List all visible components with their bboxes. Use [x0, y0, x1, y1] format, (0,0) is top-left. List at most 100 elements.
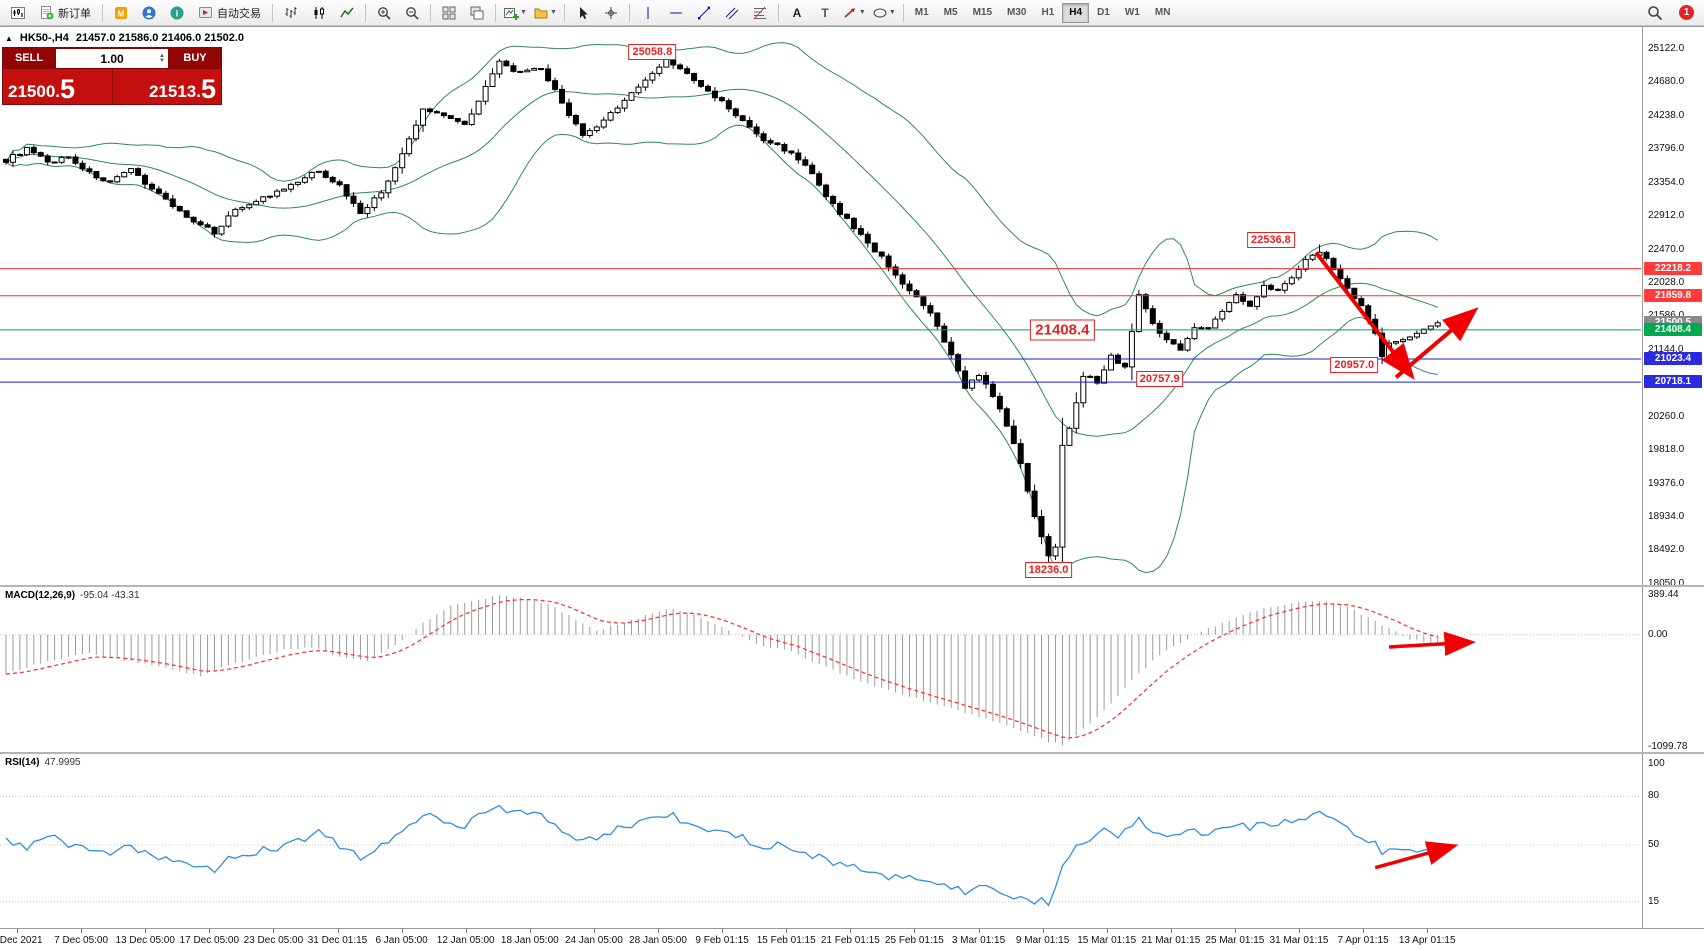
vertical-line-icon[interactable] [634, 1, 662, 25]
time-axis-tick [273, 929, 275, 933]
timeframe-h4[interactable]: H4 [1062, 2, 1090, 23]
time-axis-tick [1170, 929, 1172, 933]
text-tool-icon[interactable]: A [783, 1, 811, 25]
buy-button[interactable]: BUY [169, 48, 221, 69]
candlestick-chart-icon[interactable] [305, 1, 333, 25]
time-axis[interactable]: 1 Dec 2021 7 Dec 05:00 13 Dec 05:00 17 Dec … [0, 928, 1704, 950]
time-axis-tick [337, 929, 339, 933]
dropdown-caret-icon: ▼ [549, 9, 557, 16]
price-axis-tick: 22912.0 [1648, 210, 1685, 222]
panel-splitter[interactable] [0, 585, 1704, 587]
price-annotation[interactable]: 20757.9 [1135, 370, 1184, 387]
price-annotation[interactable]: 21408.4 [1030, 319, 1095, 341]
new-chart-icon[interactable]: ▼ [500, 1, 530, 25]
crosshair-icon[interactable] [597, 1, 625, 25]
trendline-icon[interactable] [690, 1, 718, 25]
toolbar-separator [628, 3, 630, 22]
price-level-tag: 21023.4 [1644, 351, 1702, 365]
price-axis-tick: 24238.0 [1648, 109, 1685, 121]
time-axis-label: 1 Dec 2021 [0, 935, 43, 946]
time-axis-tick [786, 929, 788, 933]
time-axis-tick [1042, 929, 1044, 933]
profiles-icon[interactable]: ▼ [530, 1, 560, 25]
volume-field[interactable]: 1.00 ▲ ▼ [55, 48, 169, 69]
sell-price-main: 21500. [8, 82, 60, 101]
price-axis-tick: 22470.0 [1648, 243, 1685, 255]
volume-down-icon[interactable]: ▼ [159, 57, 165, 64]
rsi-name: RSI(14) [5, 757, 40, 768]
toolbar-separator [777, 3, 779, 22]
macd-label: MACD(12,26,9) -95.04 -43.31 [5, 590, 140, 601]
price-annotation[interactable]: 25058.8 [628, 43, 677, 60]
toolbar-separator [563, 3, 565, 22]
rsi-axis-tick: 80 [1648, 790, 1660, 802]
price-axis-tick: 23796.0 [1648, 143, 1685, 155]
line-chart-icon[interactable] [333, 1, 361, 25]
time-axis-label: 21 Mar 01:15 [1141, 935, 1201, 946]
price-annotation[interactable]: 22536.8 [1247, 231, 1295, 248]
sell-button[interactable]: SELL [3, 48, 55, 69]
timeframe-m15[interactable]: M15 [966, 3, 999, 23]
new-order-icon [41, 6, 54, 20]
dropdown-caret-icon: ▼ [888, 9, 896, 16]
new-order-button[interactable]: 新订单 [32, 2, 98, 24]
fibonacci-icon[interactable] [746, 1, 774, 25]
one-click-collapse-icon[interactable]: ▲ [5, 33, 13, 43]
timeframe-m30[interactable]: M30 [1000, 3, 1033, 23]
new-order-label: 新订单 [58, 7, 91, 20]
rsi-chart[interactable] [0, 754, 1641, 928]
timeframe-h1[interactable]: H1 [1034, 3, 1061, 23]
time-axis-tick [209, 929, 211, 933]
time-axis-label: 21 Feb 01:15 [820, 935, 880, 946]
help-icon[interactable]: i [163, 1, 191, 25]
timeframe-d1[interactable]: D1 [1090, 3, 1117, 23]
channel-icon[interactable] [718, 1, 746, 25]
zoom-in-icon[interactable] [370, 1, 398, 25]
timeframe-mn[interactable]: MN [1148, 3, 1178, 23]
zoom-out-icon[interactable] [398, 1, 426, 25]
volume-spinner[interactable]: ▲ ▼ [159, 52, 165, 64]
price-annotation[interactable]: 20957.0 [1330, 357, 1379, 374]
notification-badge[interactable]: 1 [1679, 5, 1694, 20]
main-price-chart[interactable] [0, 27, 1641, 585]
panel-splitter[interactable] [0, 752, 1704, 754]
timeframe-w1[interactable]: W1 [1118, 3, 1147, 23]
price-axis[interactable]: 25122.0 24680.0 24238.0 23796.0 23354.0 22912… [1642, 27, 1704, 928]
shapes-tool-icon[interactable]: ▼ [869, 1, 899, 25]
autotrading-button[interactable]: 自动交易 [191, 2, 268, 24]
sell-price-big-digit: 5 [60, 74, 76, 104]
macd-axis-tick: -1099.78 [1648, 741, 1688, 752]
price-axis-tick: 19376.0 [1648, 477, 1685, 489]
arrows-tool-icon[interactable]: ▼ [839, 1, 869, 25]
cascade-windows-icon[interactable] [463, 1, 491, 25]
time-axis-tick [722, 929, 724, 933]
time-axis-label: 13 Apr 01:15 [1398, 935, 1456, 946]
time-axis-tick [914, 929, 916, 933]
sell-price[interactable]: 21500. 5 [3, 69, 112, 104]
rsi-axis-tick: 15 [1648, 895, 1660, 907]
rsi-value: 47.9995 [44, 757, 81, 768]
toolbar-separator [430, 3, 431, 22]
cursor-icon[interactable] [569, 1, 597, 25]
volume-up-icon[interactable]: ▲ [159, 52, 165, 59]
tile-windows-icon[interactable] [435, 1, 463, 25]
price-annotation[interactable]: 18236.0 [1024, 562, 1073, 579]
horizontal-line-icon[interactable] [662, 1, 690, 25]
macd-panel: MACD(12,26,9) -95.04 -43.31 [0, 587, 1641, 752]
rsi-axis-tick: 100 [1648, 758, 1665, 769]
timeframe-m5[interactable]: M5 [937, 3, 965, 23]
buy-price[interactable]: 21513. 5 [111, 69, 222, 104]
symbol-ohlc-values: 21457.0 21586.0 21406.0 21502.0 [75, 32, 245, 44]
macd-chart[interactable] [0, 587, 1641, 752]
timeframe-m1[interactable]: M1 [908, 3, 936, 23]
charts-menu-icon[interactable] [4, 1, 32, 25]
time-axis-tick [1363, 929, 1365, 933]
text-label-tool-icon[interactable]: T [811, 1, 839, 25]
time-axis-tick [978, 929, 980, 933]
search-icon[interactable] [1641, 1, 1669, 25]
rsi-panel: RSI(14) 47.9995 [0, 754, 1641, 928]
mql5-market-icon[interactable]: M [107, 1, 135, 25]
price-level-tag: 22218.2 [1644, 261, 1702, 275]
bar-chart-icon[interactable] [277, 1, 305, 25]
community-icon[interactable] [135, 1, 163, 25]
